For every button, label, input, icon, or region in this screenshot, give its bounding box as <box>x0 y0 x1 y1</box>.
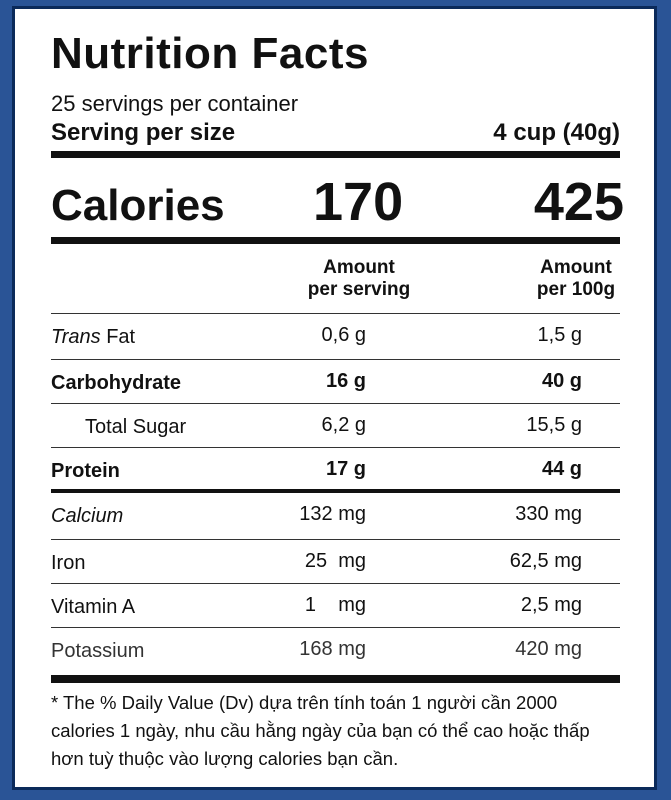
table-row: Trans Fat 0,6 g 1,5 g <box>51 313 620 358</box>
nutrient-name-rest: Fat <box>100 326 136 348</box>
calories-label: Calories <box>51 181 225 230</box>
amount-per-serving: 25 mg <box>304 550 366 572</box>
amount-per-100g: 62,5 mg <box>509 550 582 572</box>
daily-value-footnote: * The % Daily Value (Dv) dựa trên tính t… <box>51 692 590 769</box>
table-row: Iron 25 mg 62,5 mg <box>51 539 620 584</box>
nutrient-name: Calcium <box>51 505 124 527</box>
page-title: Nutrition Facts <box>51 29 369 78</box>
amount-per-100g: 44 g <box>541 458 582 480</box>
divider-thick-top <box>51 151 620 158</box>
serving-size-label: Serving per size <box>51 119 236 146</box>
nutrient-name: Total Sugar <box>85 416 187 438</box>
nutrient-name: Potassium <box>51 640 145 662</box>
column-header-line: Amount <box>540 257 612 278</box>
amount-per-100g: 2,5 mg <box>520 594 582 616</box>
amount-per-serving: 17 g <box>325 458 366 480</box>
servings-per-container: 25 servings per container <box>51 91 299 116</box>
column-header-line: Amount <box>323 257 395 278</box>
amount-per-serving: 132 mg <box>299 503 366 525</box>
nutrition-facts-panel: Nutrition Facts 25 servings per containe… <box>12 6 657 790</box>
table-row: Potassium 168 mg 420 mg <box>51 627 620 672</box>
column-header-per-serving: Amount per serving <box>289 257 429 301</box>
amount-per-serving: 168 mg <box>299 638 366 660</box>
column-header-line: per serving <box>307 279 411 300</box>
amount-per-serving: 1 mg <box>304 594 366 616</box>
nutrient-name: Carbohydrate <box>51 372 182 394</box>
nutrient-name-italic: Trans <box>51 326 101 348</box>
table-row: Protein 17 g 44 g <box>51 447 620 492</box>
table-row: Vitamin A 1 mg 2,5 mg <box>51 583 620 628</box>
column-header-per-100g: Amount per 100g <box>501 257 651 301</box>
table-row: Total Sugar 6,2 g 15,5 g <box>51 403 620 448</box>
divider-thick-bottom <box>51 675 620 683</box>
amount-per-100g: 1,5 g <box>537 324 582 346</box>
amount-per-100g: 330 mg <box>515 503 582 525</box>
table-row: Carbohydrate 16 g 40 g <box>51 359 620 404</box>
amount-per-serving: 0,6 g <box>321 324 366 346</box>
nutrient-name: Trans Fat <box>51 326 135 349</box>
column-header-line: per 100g <box>536 279 616 300</box>
nutrient-name: Protein <box>51 460 120 482</box>
nutrient-name: Vitamin A <box>51 596 136 618</box>
divider-medium <box>51 489 620 493</box>
amount-per-100g: 40 g <box>541 370 582 392</box>
amount-per-serving: 16 g <box>325 370 366 392</box>
divider-thick-calories <box>51 237 620 244</box>
amount-per-100g: 15,5 g <box>526 414 582 436</box>
amount-per-serving: 6,2 g <box>321 414 366 436</box>
amount-per-100g: 420 mg <box>515 638 582 660</box>
table-row: Calcium 132 mg 330 mg <box>51 493 620 537</box>
nutrient-name: Iron <box>51 552 86 574</box>
calories-per-serving: 170 <box>313 172 404 232</box>
serving-size-value: 4 cup (40g) <box>493 119 620 146</box>
calories-per-100g: 425 <box>533 172 624 232</box>
